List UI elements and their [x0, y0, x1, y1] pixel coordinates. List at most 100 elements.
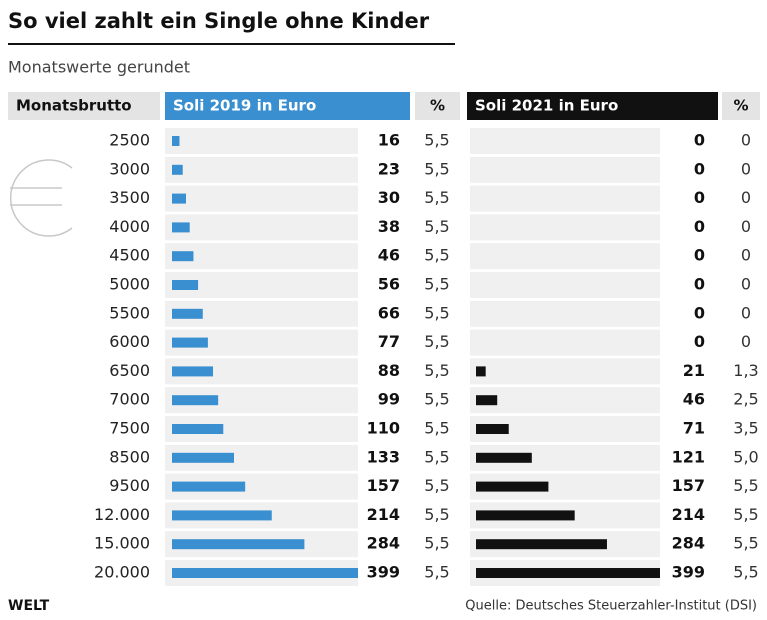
value-label: 399 [672, 563, 705, 582]
percent-label: 0 [741, 188, 751, 207]
percent-header: % [430, 97, 445, 115]
value-label: 157 [672, 476, 705, 495]
percent-label: 5,5 [424, 505, 449, 524]
value-label: 77 [378, 332, 400, 351]
percent-label: 5,5 [424, 188, 449, 207]
percent-label: 5,5 [424, 447, 449, 466]
row-label: 6000 [109, 332, 150, 351]
bar [476, 481, 549, 492]
row-label: 12.000 [94, 505, 150, 524]
value-label: 46 [683, 390, 705, 409]
bar [476, 539, 607, 550]
row-label: 20.000 [94, 563, 150, 582]
bar [476, 366, 486, 377]
value-label: 0 [694, 217, 705, 236]
row-background [470, 387, 660, 414]
row-label: 4000 [109, 217, 150, 236]
value-label: 0 [694, 275, 705, 294]
source-note: Quelle: Deutsches Steuerzahler-Institut … [465, 599, 757, 614]
row-background [165, 185, 358, 212]
value-label: 23 [378, 159, 400, 178]
percent-label: 5,5 [733, 534, 758, 553]
percent-label: 5,5 [424, 303, 449, 322]
bar [172, 424, 224, 434]
value-label: 133 [367, 447, 400, 466]
percent-label: 0 [741, 131, 751, 150]
value-label: 399 [367, 563, 400, 582]
percent-label: 0 [741, 303, 751, 322]
bar [476, 452, 532, 463]
value-label: 214 [367, 505, 400, 524]
row-background [470, 185, 660, 212]
bar [172, 164, 183, 175]
percent-label: 1,3 [733, 361, 758, 380]
value-label: 0 [694, 246, 705, 265]
value-label: 46 [378, 246, 400, 265]
percent-label: 5,5 [733, 476, 758, 495]
row-label: 9500 [109, 476, 150, 495]
value-label: 99 [378, 390, 400, 409]
value-label: 16 [378, 131, 400, 150]
bar [476, 510, 575, 521]
value-label: 0 [694, 303, 705, 322]
percent-header-cell [722, 92, 760, 120]
value-label: 284 [367, 534, 400, 553]
percent-label: 5,5 [424, 275, 449, 294]
value-label: 0 [694, 188, 705, 207]
percent-label: 0 [741, 159, 751, 178]
category-header: Monatsbrutto [16, 97, 132, 115]
bar [172, 251, 194, 262]
value-label: 110 [367, 419, 400, 438]
percent-label: 5,5 [733, 563, 758, 582]
row-label: 6500 [109, 361, 150, 380]
bar [476, 424, 509, 434]
value-label: 38 [378, 217, 400, 236]
series-header [165, 92, 410, 120]
series-header [467, 92, 718, 120]
bar [172, 510, 272, 521]
row-background [165, 156, 358, 183]
row-background [165, 214, 358, 241]
percent-label: 5,5 [424, 534, 449, 553]
value-label: 0 [694, 131, 705, 150]
row-label: 5500 [109, 303, 150, 322]
percent-label: 0 [741, 246, 751, 265]
row-background [165, 128, 358, 154]
chart-title: So viel zahlt ein Single ohne Kinder [8, 9, 430, 33]
percent-label: 5,5 [424, 361, 449, 380]
row-label: 3500 [109, 188, 150, 207]
row-background [470, 272, 660, 298]
chart-subtitle: Monatswerte gerundet [8, 58, 190, 77]
bar [172, 280, 199, 290]
row-background [470, 358, 660, 385]
percent-label: 5,5 [424, 217, 449, 236]
percent-label: 5,5 [424, 246, 449, 265]
percent-label: 5,5 [733, 505, 758, 524]
percent-label: 5,5 [424, 563, 449, 582]
bar [172, 193, 186, 204]
legend-label: Soli 2019 in Euro [173, 97, 316, 115]
value-label: 284 [672, 534, 705, 553]
row-label: 8500 [109, 447, 150, 466]
bar [172, 481, 246, 492]
row-label: 4500 [109, 246, 150, 265]
row-background [470, 156, 660, 183]
row-label: 3000 [109, 159, 150, 178]
row-label: 5000 [109, 275, 150, 294]
percent-label: 5,5 [424, 131, 449, 150]
percent-label: 5,5 [424, 476, 449, 495]
bar [172, 366, 214, 377]
percent-label: 2,5 [733, 390, 758, 409]
bar [476, 568, 660, 578]
percent-label: 0 [741, 217, 751, 236]
bar [172, 539, 305, 550]
brand-logo: WELT [8, 598, 50, 614]
percent-label: 5,5 [424, 390, 449, 409]
row-label: 15.000 [94, 534, 150, 553]
bar [476, 395, 498, 406]
row-background [470, 128, 660, 154]
bar [172, 136, 180, 146]
value-label: 71 [683, 419, 705, 438]
row-background [470, 300, 660, 327]
